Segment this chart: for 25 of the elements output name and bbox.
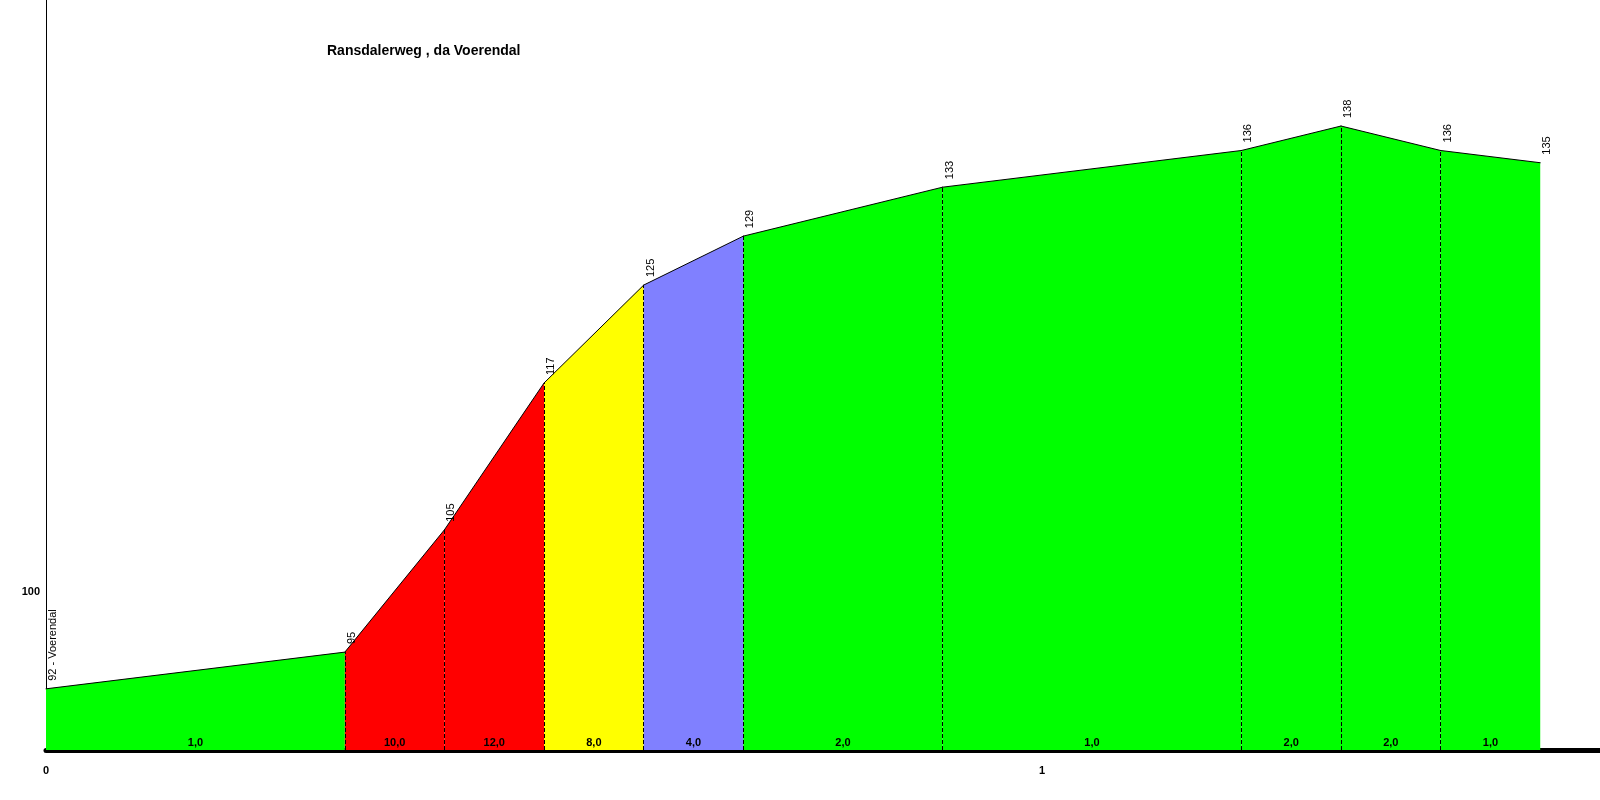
data-label: 138 (1341, 99, 1353, 119)
annotation: 2,0 (835, 735, 851, 748)
data-label: 117 (544, 357, 557, 375)
x-tick-label: 0 (42, 763, 50, 776)
annotation: 1,0 (1084, 735, 1100, 748)
data-label: 125 (643, 258, 656, 278)
text: Ransdalerweg , da Voerendal (327, 42, 521, 58)
data-label: 136 (1440, 124, 1453, 143)
annotation: 1,0 (187, 735, 204, 748)
data-label: 92 - Voerendal (46, 609, 58, 681)
annotation: 4,0 (685, 735, 702, 748)
annotation: 2,0 (1283, 735, 1299, 748)
data-label: 95 (344, 631, 357, 645)
data-label: 105 (444, 503, 457, 522)
x-tick-label: 1 (1039, 763, 1046, 776)
annotation: 8,0 (586, 735, 602, 748)
annotation: 10,0 (383, 735, 406, 748)
annotation: 2,0 (1383, 735, 1399, 748)
data-label: 136 (1241, 124, 1254, 143)
data-label: 135 (1540, 136, 1553, 155)
text: 100 (21, 585, 40, 597)
data-label: 133 (942, 160, 955, 180)
data-label: 129 (743, 209, 756, 229)
annotation: 12,0 (483, 735, 505, 748)
annotation: 1,0 (1482, 735, 1499, 748)
